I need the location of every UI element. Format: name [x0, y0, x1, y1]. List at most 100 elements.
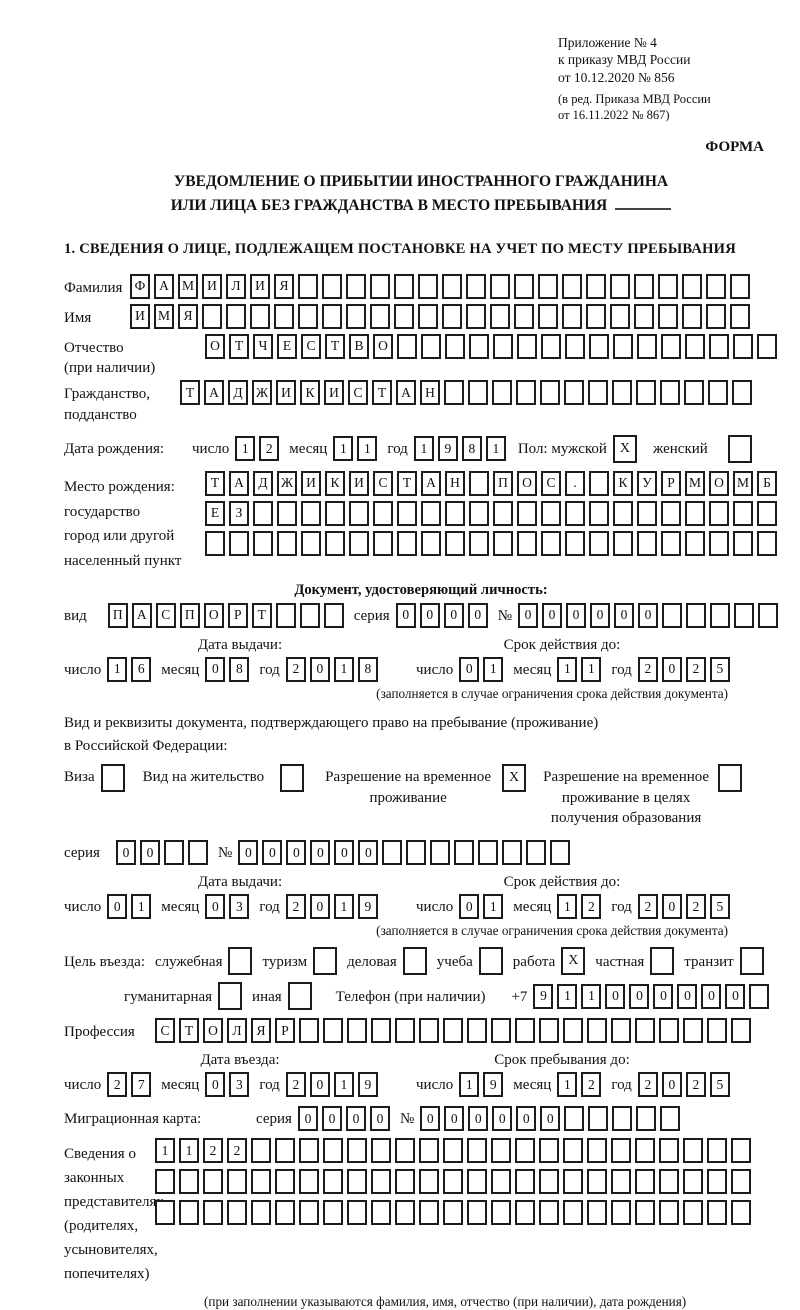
char-cell[interactable]: Е [277, 333, 297, 359]
char-cell[interactable] [419, 1138, 439, 1164]
char-cell[interactable] [347, 1169, 367, 1195]
char-cell[interactable]: 0 [309, 1072, 330, 1098]
char-cell[interactable]: И [130, 303, 150, 329]
char-cell[interactable] [733, 530, 753, 556]
char-cell[interactable]: 9 [437, 436, 458, 462]
char-cell[interactable]: Т [205, 470, 225, 496]
char-cell[interactable] [164, 840, 184, 866]
char-cell[interactable]: 8 [461, 436, 482, 462]
char-cell[interactable] [371, 1200, 391, 1226]
char-cell[interactable] [515, 1200, 535, 1226]
char-cell[interactable]: Н [445, 470, 465, 496]
char-cell[interactable] [541, 333, 561, 359]
char-cell[interactable] [467, 1200, 487, 1226]
char-cell[interactable] [538, 273, 558, 299]
char-cell[interactable] [611, 1138, 631, 1164]
char-cell[interactable] [587, 1200, 607, 1226]
char-cell[interactable] [636, 380, 656, 406]
char-cell[interactable] [445, 500, 465, 526]
char-cell[interactable] [587, 1169, 607, 1195]
char-cell[interactable]: П [107, 602, 128, 628]
char-cell[interactable]: 0 [420, 1106, 441, 1132]
char-cell[interactable] [301, 500, 321, 526]
char-cell[interactable] [727, 434, 752, 463]
char-cell[interactable]: Я [274, 273, 294, 299]
char-cell[interactable]: О [205, 333, 225, 359]
char-cell[interactable] [757, 500, 777, 526]
char-cell[interactable]: Т [251, 602, 272, 628]
char-cell[interactable] [684, 380, 704, 406]
char-cell[interactable]: 0 [262, 840, 283, 866]
char-cell[interactable]: 0 [661, 656, 682, 682]
char-cell[interactable] [515, 1018, 535, 1044]
char-cell[interactable]: М [685, 470, 705, 496]
char-cell[interactable]: С [155, 602, 176, 628]
char-cell[interactable]: А [396, 380, 416, 406]
char-cell[interactable]: 0 [334, 840, 355, 866]
char-cell[interactable] [179, 1169, 199, 1195]
char-cell[interactable]: С [373, 470, 393, 496]
char-cell[interactable]: И [250, 273, 270, 299]
char-cell[interactable] [445, 530, 465, 556]
char-cell[interactable] [635, 1200, 655, 1226]
char-cell[interactable] [491, 1018, 511, 1044]
char-cell[interactable] [587, 1138, 607, 1164]
char-cell[interactable]: 8 [357, 656, 378, 682]
char-cell[interactable] [517, 530, 537, 556]
char-cell[interactable]: 9 [533, 983, 554, 1009]
char-cell[interactable] [706, 273, 726, 299]
char-cell[interactable] [659, 1018, 679, 1044]
char-cell[interactable] [228, 947, 253, 976]
char-cell[interactable]: Л [227, 1018, 247, 1044]
char-cell[interactable] [443, 1200, 463, 1226]
char-cell[interactable]: 1 [131, 894, 152, 920]
char-cell[interactable] [313, 947, 338, 976]
char-cell[interactable] [468, 380, 488, 406]
char-cell[interactable] [469, 500, 489, 526]
char-cell[interactable] [430, 840, 451, 866]
char-cell[interactable]: 1 [459, 1072, 480, 1098]
char-cell[interactable] [563, 1018, 583, 1044]
char-cell[interactable] [730, 273, 750, 299]
char-cell[interactable]: 1 [333, 656, 354, 682]
char-cell[interactable] [218, 982, 243, 1011]
char-cell[interactable]: X [502, 764, 527, 793]
char-cell[interactable] [589, 333, 609, 359]
char-cell[interactable] [515, 1138, 535, 1164]
char-cell[interactable]: 2 [637, 656, 658, 682]
char-cell[interactable] [612, 380, 632, 406]
char-cell[interactable]: С [541, 470, 561, 496]
char-cell[interactable] [469, 333, 489, 359]
char-cell[interactable] [613, 500, 633, 526]
char-cell[interactable] [733, 333, 753, 359]
char-cell[interactable] [491, 1200, 511, 1226]
char-cell[interactable] [491, 1138, 511, 1164]
char-cell[interactable]: 1 [557, 656, 578, 682]
char-cell[interactable] [467, 1169, 487, 1195]
char-cell[interactable] [658, 303, 678, 329]
char-cell[interactable]: 0 [238, 840, 259, 866]
char-cell[interactable]: Е [205, 500, 225, 526]
char-cell[interactable]: 5 [709, 656, 730, 682]
char-cell[interactable]: 2 [285, 656, 306, 682]
char-cell[interactable]: 0 [358, 840, 379, 866]
char-cell[interactable]: 0 [661, 1072, 682, 1098]
char-cell[interactable] [707, 1018, 727, 1044]
char-cell[interactable] [287, 982, 312, 1011]
char-cell[interactable] [325, 500, 345, 526]
char-cell[interactable]: С [301, 333, 321, 359]
char-cell[interactable] [394, 273, 414, 299]
char-cell[interactable]: 0 [205, 1072, 226, 1098]
char-cell[interactable] [323, 1138, 343, 1164]
char-cell[interactable] [502, 840, 523, 866]
char-cell[interactable]: Т [397, 470, 417, 496]
char-cell[interactable] [611, 1169, 631, 1195]
char-cell[interactable] [539, 1138, 559, 1164]
char-cell[interactable]: 0 [638, 602, 658, 628]
char-cell[interactable] [100, 764, 125, 793]
char-cell[interactable] [636, 1106, 657, 1132]
char-cell[interactable]: А [229, 470, 249, 496]
char-cell[interactable]: А [131, 602, 152, 628]
char-cell[interactable] [421, 333, 441, 359]
char-cell[interactable] [347, 1018, 367, 1044]
